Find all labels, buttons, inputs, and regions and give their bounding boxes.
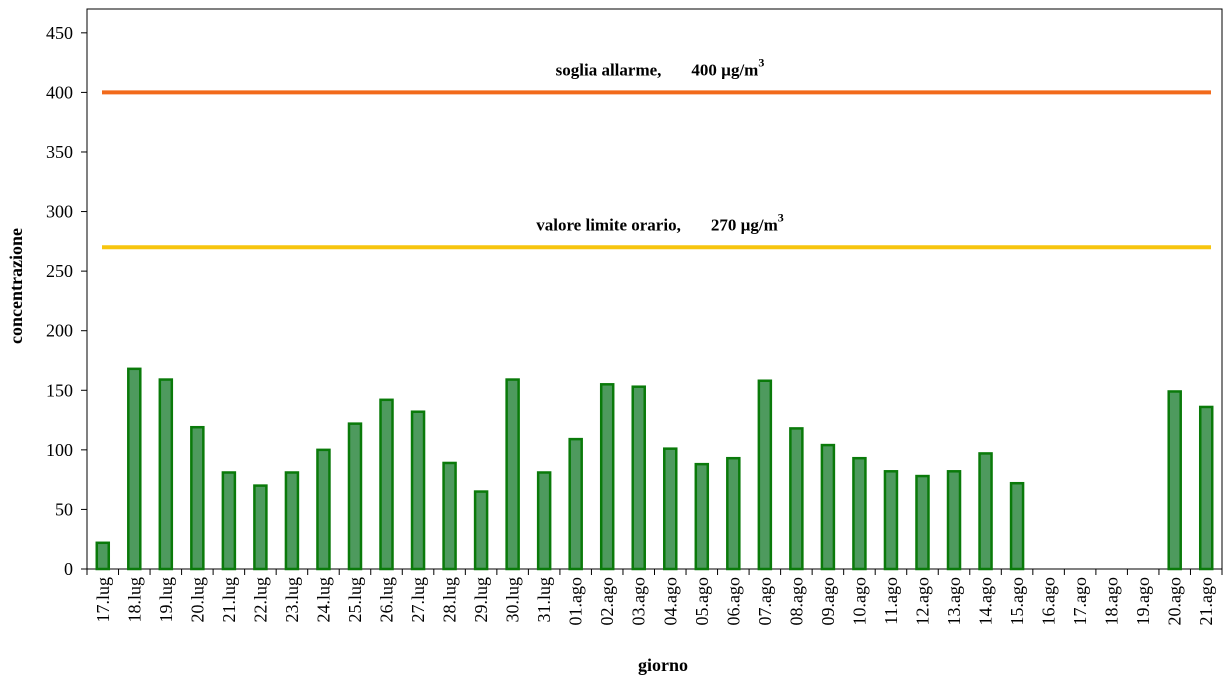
x-tick-label: 23.lug [282, 577, 302, 623]
x-tick-label: 12.ago [912, 577, 932, 626]
y-tick-label: 0 [64, 559, 73, 579]
bar-25.lug [347, 422, 363, 571]
x-tick-label: 01.ago [566, 577, 586, 626]
bar-27.lug [410, 410, 426, 571]
y-tick-label: 450 [46, 23, 73, 43]
y-tick-label: 250 [46, 261, 73, 281]
x-tick-label: 11.ago [881, 577, 901, 625]
bar-08.ago [789, 427, 804, 571]
bar-09.ago [820, 443, 836, 571]
x-tick-label: 29.lug [471, 577, 491, 623]
bar-12.ago [915, 474, 930, 571]
bar-21.lug [221, 471, 237, 571]
x-tick-label: 28.lug [440, 577, 460, 623]
x-axis: 17.lug 18.lug 19.lug 20.lug 21.lug 22.lug 23.l… [86, 569, 1223, 626]
x-tick-label: 13.ago [944, 577, 964, 626]
x-tick-label: 08.ago [786, 577, 806, 626]
y-tick-label: 50 [55, 499, 73, 519]
x-tick-label: 16.ago [1039, 577, 1059, 626]
bar-21.ago [1198, 405, 1214, 571]
bar-01.ago [568, 437, 583, 571]
x-tick-label: 10.ago [849, 577, 869, 626]
x-tick-label: 05.ago [692, 577, 712, 626]
x-tick-label: 17.lug [93, 577, 113, 623]
x-tick-label: 18.lug [124, 577, 144, 623]
reference-label-400: soglia allarme, 400 µg/m3 [556, 55, 765, 79]
y-axis: 0 50 100 150 200 250 300 350 400 450 [46, 23, 87, 579]
bar-31.lug [536, 471, 552, 571]
bar-10.ago [852, 456, 867, 571]
bar-14.ago [978, 452, 993, 571]
x-tick-label: 06.ago [723, 577, 743, 626]
x-tick-label: 17.ago [1070, 577, 1090, 626]
x-tick-label: 25.lug [345, 577, 365, 623]
bar-29.lug [473, 490, 489, 571]
y-tick-label: 300 [46, 202, 73, 222]
reference-lines: soglia allarme, 400 µg/m3 valore limite or… [102, 55, 1211, 250]
y-tick-label: 350 [46, 142, 73, 162]
x-tick-label: 21.ago [1196, 577, 1216, 626]
x-tick-label: 19.lug [156, 577, 176, 623]
bar-11.ago [883, 470, 899, 571]
x-tick-label: 19.ago [1133, 577, 1153, 626]
bar-20.lug [190, 425, 205, 571]
bar-28.lug [442, 461, 457, 571]
x-tick-label: 24.lug [313, 577, 333, 623]
x-tick-label: 26.lug [377, 577, 397, 623]
reference-label-270: valore limite orario, 270 µg/m3 [536, 210, 784, 234]
bar-24.lug [316, 448, 331, 571]
x-tick-label: 20.lug [187, 577, 207, 623]
bars [95, 367, 1214, 571]
x-tick-label: 07.ago [755, 577, 775, 626]
bar-04.ago [663, 447, 678, 571]
x-tick-label: 02.ago [597, 577, 617, 626]
y-tick-label: 150 [46, 380, 73, 400]
bar-15.ago [1009, 481, 1025, 571]
x-tick-label: 15.ago [1007, 577, 1027, 626]
plot-area [86, 8, 1223, 570]
x-tick-label: 27.lug [408, 577, 428, 623]
y-axis-title: concentrazione [6, 228, 26, 344]
x-tick-label: 18.ago [1102, 577, 1122, 626]
x-tick-label: 04.ago [660, 577, 680, 626]
bar-06.ago [726, 456, 741, 571]
y-tick-label: 100 [46, 440, 73, 460]
bar-19.lug [158, 378, 174, 571]
bar-26.lug [379, 398, 394, 571]
x-tick-label: 03.ago [629, 577, 649, 626]
x-tick-label: 21.lug [219, 577, 239, 623]
bar-22.lug [253, 484, 268, 571]
x-tick-label: 20.ago [1165, 577, 1185, 626]
y-tick-label: 400 [46, 82, 73, 102]
x-tick-label: 09.ago [818, 577, 838, 626]
bar-30.lug [505, 378, 520, 571]
bar-02.ago [599, 383, 615, 571]
x-tick-label: 22.lug [250, 577, 270, 623]
bar-13.ago [946, 470, 962, 571]
x-axis-title: giorno [638, 655, 688, 675]
bar-23.lug [284, 471, 300, 571]
bar-03.ago [631, 385, 646, 571]
bar-20.ago [1167, 390, 1182, 571]
bar-07.ago [757, 379, 773, 571]
y-tick-label: 200 [46, 321, 73, 341]
x-tick-label: 14.ago [976, 577, 996, 626]
bar-17.lug [95, 541, 111, 571]
bar-18.lug [127, 367, 142, 571]
bar-05.ago [694, 462, 710, 571]
x-tick-label: 30.lug [503, 577, 523, 623]
x-tick-label: 31.lug [534, 577, 554, 623]
